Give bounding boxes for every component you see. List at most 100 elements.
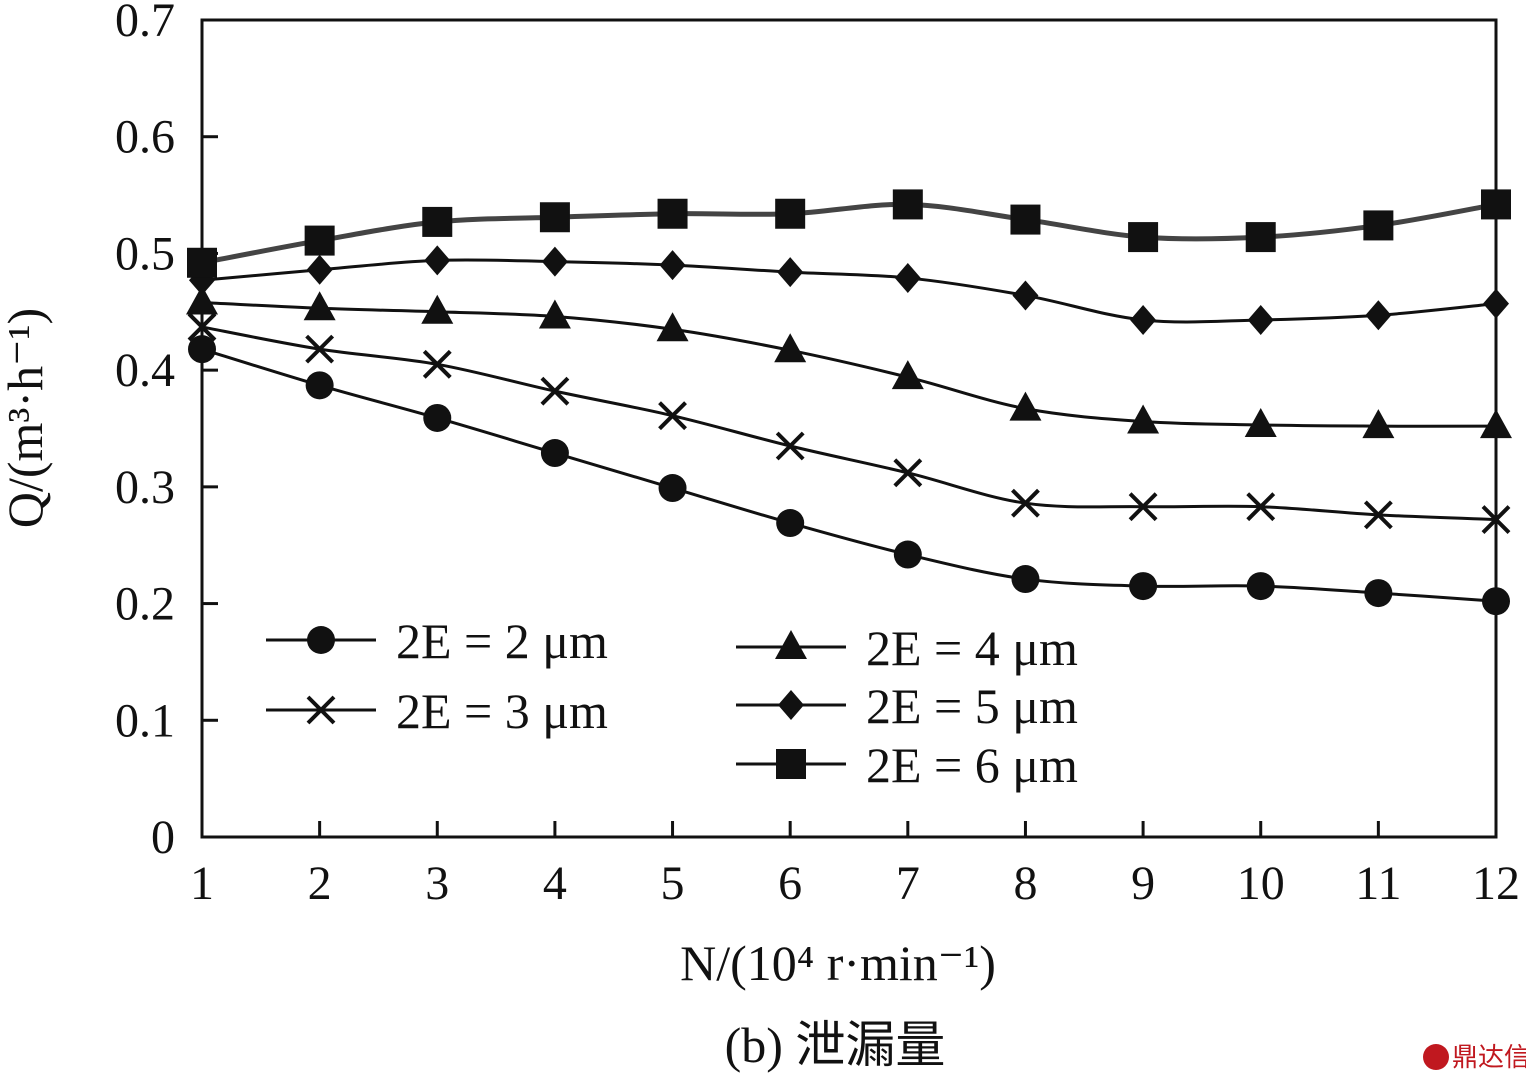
- data-point: [775, 198, 806, 229]
- legend-label: 2E = 3 μm: [396, 683, 608, 739]
- series-circle: [188, 335, 1510, 616]
- marker-stroke: [1011, 488, 1040, 518]
- data-point: [777, 257, 804, 288]
- axes: 00.10.20.30.40.50.60.71 2 3 4 5 6 7 8 9 10 11 12: [115, 0, 1520, 910]
- marker-stroke: [1481, 505, 1511, 534]
- data-point: [1128, 492, 1158, 522]
- y-tick-label: 0.1: [115, 694, 175, 747]
- data-point: [893, 458, 923, 488]
- marker-stroke: [422, 349, 452, 379]
- data-point: [1011, 488, 1040, 518]
- data-point: [305, 371, 334, 400]
- data-point: [541, 246, 568, 277]
- legend-item: 2E = 5 μm: [736, 678, 1078, 734]
- marker-stroke: [187, 312, 217, 342]
- series-layer: [186, 189, 1512, 616]
- data-point: [659, 250, 686, 281]
- data-point: [656, 312, 689, 342]
- data-point: [1128, 222, 1159, 253]
- x-tick-label: 12: [1472, 857, 1520, 910]
- data-point: [1129, 572, 1158, 601]
- legend-marker: [306, 695, 336, 725]
- data-point: [424, 245, 451, 276]
- y-tick-label: 0.2: [115, 578, 175, 631]
- data-point: [422, 206, 453, 237]
- series-square: [187, 189, 1511, 278]
- legend-item: 2E = 6 μm: [736, 737, 1078, 793]
- legend-label: 2E = 6 μm: [866, 737, 1078, 793]
- legend-marker: [307, 626, 335, 654]
- data-point: [1480, 409, 1512, 439]
- x-tick-label: 7: [896, 857, 920, 910]
- data-point: [1012, 280, 1039, 311]
- y-tick-label: 0.6: [115, 111, 175, 164]
- y-tick-label: 0.7: [115, 0, 175, 47]
- data-point: [1246, 492, 1276, 522]
- data-point: [1483, 288, 1509, 319]
- legend-label: 2E = 5 μm: [866, 678, 1078, 734]
- legend-item: 2E = 4 μm: [736, 620, 1078, 676]
- data-point: [1244, 407, 1277, 437]
- series-x: [187, 312, 1511, 534]
- x-axis-label: N/(10⁴ r·min⁻¹): [680, 935, 996, 991]
- y-axis-label: Q/(m³·h⁻¹): [0, 308, 53, 528]
- data-point: [303, 291, 336, 321]
- marker-stroke: [1128, 492, 1158, 522]
- x-tick-label: 1: [190, 857, 214, 910]
- data-point: [187, 247, 217, 278]
- figure-caption: (b) 泄漏量: [725, 1017, 946, 1073]
- data-point: [1247, 304, 1274, 335]
- series-line: [201, 347, 1497, 603]
- data-point: [891, 360, 924, 390]
- legend-label: 2E = 4 μm: [866, 620, 1078, 676]
- data-point: [538, 299, 571, 329]
- data-point: [422, 349, 452, 379]
- series-line: [201, 258, 1497, 324]
- data-point: [1365, 300, 1392, 331]
- series-line: [201, 325, 1497, 522]
- data-point: [1245, 222, 1276, 253]
- data-point: [894, 262, 921, 293]
- legend-label: 2E = 2 μm: [396, 613, 608, 669]
- data-point: [1011, 565, 1040, 594]
- data-point: [1481, 189, 1511, 220]
- data-point: [1009, 391, 1042, 421]
- data-point: [1363, 210, 1394, 241]
- x-tick-label: 9: [1131, 857, 1155, 910]
- data-point: [1362, 409, 1395, 439]
- data-point: [1482, 587, 1510, 616]
- data-point: [1127, 404, 1160, 434]
- data-point: [893, 540, 922, 569]
- data-point: [658, 474, 687, 503]
- series-line: [201, 300, 1497, 428]
- data-point: [775, 431, 805, 461]
- data-point: [188, 335, 216, 364]
- series-triangle: [186, 285, 1512, 439]
- data-point: [186, 285, 218, 315]
- marker-stroke: [893, 458, 923, 488]
- marker-stroke: [305, 334, 335, 364]
- legend-item: 2E = 3 μm: [266, 683, 608, 739]
- x-tick-label: 4: [543, 857, 567, 910]
- x-tick-label: 11: [1355, 857, 1401, 910]
- x-tick-label: 6: [778, 857, 802, 910]
- data-point: [421, 294, 454, 324]
- data-point: [187, 312, 217, 342]
- marker-stroke: [775, 431, 805, 461]
- data-point: [1481, 505, 1511, 534]
- watermark-icon: [1423, 1044, 1449, 1070]
- legend-marker: [778, 690, 804, 720]
- x-tick-label: 10: [1237, 857, 1285, 910]
- x-tick-label: 3: [425, 857, 449, 910]
- y-tick-label: 0.4: [115, 344, 175, 397]
- series-diamond: [189, 245, 1509, 335]
- y-tick-label: 0: [151, 811, 175, 864]
- marker-stroke: [1246, 492, 1276, 522]
- data-point: [304, 225, 335, 256]
- data-point: [540, 376, 570, 406]
- x-tick-label: 8: [1013, 857, 1037, 910]
- data-point: [540, 439, 569, 468]
- data-point: [305, 334, 335, 364]
